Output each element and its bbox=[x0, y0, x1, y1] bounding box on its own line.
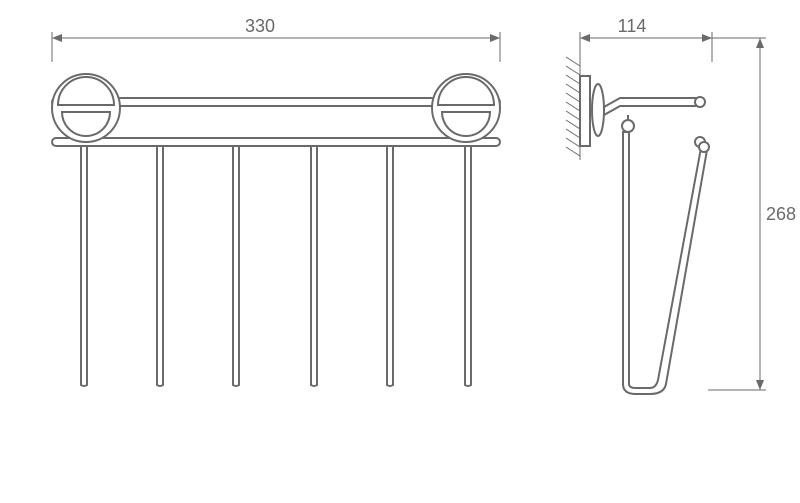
wall-hatch bbox=[566, 120, 580, 129]
front-bar bbox=[311, 146, 317, 386]
wall-hatch bbox=[566, 147, 580, 156]
front-bar bbox=[387, 146, 393, 386]
mount-plate-side bbox=[580, 76, 590, 146]
wall-hatch bbox=[566, 57, 580, 66]
wall-hatch bbox=[566, 129, 580, 138]
dim-label-268: 268 bbox=[766, 204, 796, 224]
wall-hatch bbox=[566, 93, 580, 102]
technical-drawing: 330 114 268 bbox=[0, 0, 800, 503]
dim-arrow bbox=[52, 34, 62, 42]
front-rail bbox=[52, 138, 500, 146]
wall-hatch bbox=[566, 102, 580, 111]
wall-hatch bbox=[566, 75, 580, 84]
side-ball bbox=[622, 120, 634, 132]
front-bar bbox=[465, 146, 471, 386]
dim-arrow bbox=[490, 34, 500, 42]
dim-arrow bbox=[580, 34, 590, 42]
side-arm-top bbox=[604, 98, 704, 115]
front-bar bbox=[157, 146, 163, 386]
front-view bbox=[52, 74, 500, 386]
dim-label-330: 330 bbox=[245, 16, 275, 36]
mount-body-side bbox=[592, 84, 604, 136]
wall-hatch bbox=[566, 66, 580, 75]
side-rail-end bbox=[695, 97, 705, 107]
side-j-bar bbox=[623, 132, 707, 394]
dim-arrow bbox=[702, 34, 712, 42]
dim-arrow bbox=[756, 380, 764, 390]
side-front-bar-ball bbox=[699, 142, 709, 152]
front-bar bbox=[81, 146, 87, 386]
dim-label-114: 114 bbox=[618, 16, 647, 36]
wall-hatch bbox=[566, 138, 580, 147]
dim-arrow bbox=[756, 38, 764, 48]
side-view bbox=[566, 57, 709, 394]
wall-hatch bbox=[566, 111, 580, 120]
wall-hatch bbox=[566, 84, 580, 93]
front-bar bbox=[233, 146, 239, 386]
